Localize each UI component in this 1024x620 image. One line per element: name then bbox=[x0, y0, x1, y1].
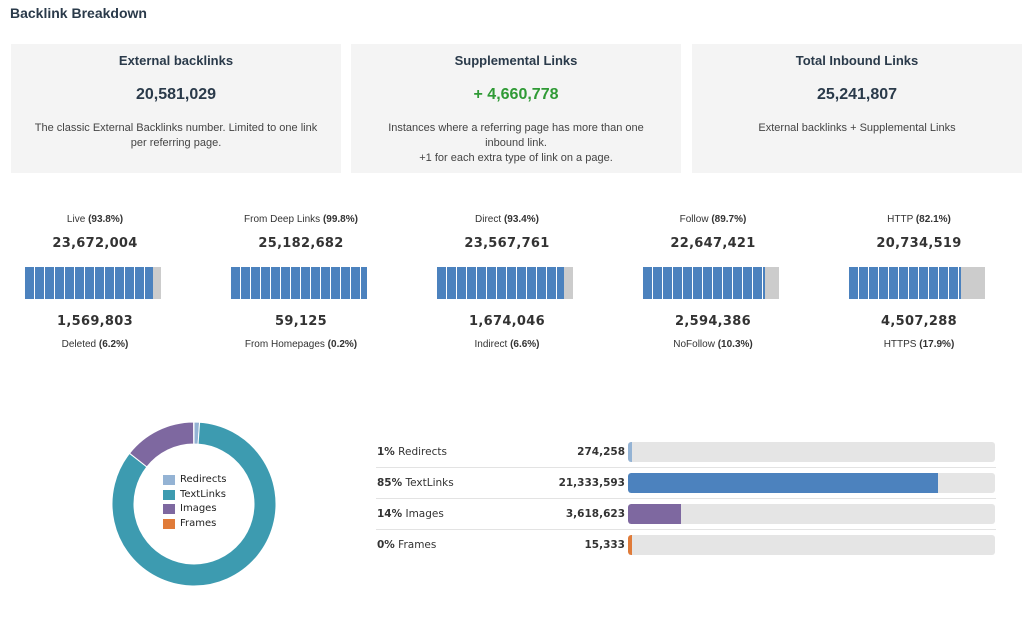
breakdown-value: 274,258 bbox=[577, 446, 625, 458]
donut-slice-images[interactable] bbox=[128, 422, 195, 468]
legend-swatch bbox=[163, 475, 175, 486]
metric-bottom-value: 1,569,803 bbox=[57, 314, 133, 329]
metric-progress-fill bbox=[849, 267, 961, 299]
legend-label: Images bbox=[180, 503, 217, 514]
breakdown-row-textlinks: 85% TextLinks 21,333,593 bbox=[376, 468, 996, 499]
breakdown-bar bbox=[628, 473, 995, 493]
card-value: 25,241,807 bbox=[816, 86, 898, 103]
card-description: Instances where a referring page has mor… bbox=[388, 122, 644, 164]
link-metrics: Live (93.8%) 23,672,004 1,569,803 Delete… bbox=[0, 208, 1024, 358]
card-description: External backlinks + Supplemental Links bbox=[758, 122, 956, 134]
metric-top-value: 23,567,761 bbox=[464, 236, 550, 251]
metric-top-label: HTTP (82.1%) bbox=[887, 214, 951, 225]
link-type-donut-chart bbox=[112, 422, 276, 586]
legend-label: Frames bbox=[180, 517, 217, 529]
metric-progress-bar bbox=[437, 267, 573, 299]
card-value: 20,581,029 bbox=[135, 86, 217, 103]
legend-swatch bbox=[163, 518, 175, 529]
breakdown-bar-fill bbox=[628, 442, 632, 462]
card-title: Supplemental Links bbox=[454, 53, 578, 68]
breakdown-label: 14% Images bbox=[377, 508, 444, 520]
metric-bottom-value: 59,125 bbox=[275, 314, 327, 329]
metric-follow-nofollow: Follow (89.7%) 22,647,421 2,594,386 NoFo… bbox=[613, 208, 813, 358]
card-value: + 4,660,778 bbox=[473, 86, 559, 103]
metric-progress-bar bbox=[643, 267, 779, 299]
metric-bottom-label: Indirect (6.6%) bbox=[474, 339, 540, 350]
metric-progress-fill bbox=[25, 267, 153, 299]
metric-top-value: 22,647,421 bbox=[670, 236, 756, 251]
metric-bottom-label: Deleted (6.2%) bbox=[61, 339, 129, 350]
legend-item-textlinks[interactable]: TextLinks bbox=[163, 488, 226, 503]
metric-top-value: 25,182,682 bbox=[258, 236, 344, 251]
metric-live-deleted: Live (93.8%) 23,672,004 1,569,803 Delete… bbox=[0, 208, 195, 358]
metric-progress-bar bbox=[849, 267, 985, 299]
legend-label: Redirects bbox=[180, 474, 227, 485]
card-external-backlinks: External backlinks 20,581,029 The classi… bbox=[11, 44, 341, 173]
breakdown-bar bbox=[628, 504, 995, 524]
link-type-breakdown: 1% Redirects 274,258 85% TextLinks 21,33… bbox=[376, 437, 996, 561]
page-title: Backlink Breakdown bbox=[10, 5, 147, 21]
metric-bottom-value: 4,507,288 bbox=[881, 314, 957, 329]
metric-direct-indirect: Direct (93.4%) 23,567,761 1,674,046 Indi… bbox=[407, 208, 607, 358]
breakdown-bar-fill bbox=[628, 504, 681, 524]
legend-swatch bbox=[163, 504, 175, 515]
card-supplemental-links: Supplemental Links + 4,660,778 Instances… bbox=[351, 44, 681, 173]
metric-progress-fill bbox=[643, 267, 765, 299]
legend-item-images[interactable]: Images bbox=[163, 502, 226, 517]
breakdown-bar bbox=[628, 442, 995, 462]
donut-slice-textlinks[interactable] bbox=[112, 422, 276, 586]
card-description: The classic External Backlinks number. L… bbox=[34, 122, 318, 149]
breakdown-row-redirects: 1% Redirects 274,258 bbox=[376, 437, 996, 468]
card-title: Total Inbound Links bbox=[795, 53, 919, 68]
metric-top-label: Live (93.8%) bbox=[66, 214, 124, 225]
metric-progress-fill bbox=[231, 267, 367, 299]
metric-bottom-value: 1,674,046 bbox=[469, 314, 545, 329]
breakdown-bar-fill bbox=[628, 473, 938, 493]
breakdown-row-images: 14% Images 3,618,623 bbox=[376, 499, 996, 530]
legend-swatch bbox=[163, 489, 175, 500]
breakdown-label: 0% Frames bbox=[377, 539, 437, 551]
legend-label: TextLinks bbox=[180, 488, 226, 500]
metric-top-value: 23,672,004 bbox=[52, 236, 138, 251]
breakdown-value: 15,333 bbox=[584, 539, 625, 551]
legend-item-frames[interactable]: Frames bbox=[163, 517, 226, 532]
metric-bottom-label: NoFollow (10.3%) bbox=[673, 339, 753, 350]
breakdown-label: 1% Redirects bbox=[377, 446, 447, 458]
metric-top-label: Direct (93.4%) bbox=[475, 214, 539, 225]
metric-bottom-label: From Homepages (0.2%) bbox=[244, 339, 358, 350]
metric-progress-bar bbox=[25, 267, 161, 299]
breakdown-bar bbox=[628, 535, 995, 555]
metric-bottom-value: 2,594,386 bbox=[675, 314, 751, 329]
legend-item-redirects[interactable]: Redirects bbox=[163, 473, 226, 488]
breakdown-row-frames: 0% Frames 15,333 bbox=[376, 530, 996, 561]
metric-deep-homepages: From Deep Links (99.8%) 25,182,682 59,12… bbox=[201, 208, 401, 358]
donut-legend: Redirects TextLinks Images Frames bbox=[163, 473, 226, 531]
metric-http-https: HTTP (82.1%) 20,734,519 4,507,288 HTTPS … bbox=[819, 208, 1019, 358]
breakdown-value: 21,333,593 bbox=[558, 477, 625, 489]
metric-bottom-label: HTTPS (17.9%) bbox=[883, 339, 955, 350]
metric-top-label: From Deep Links (99.8%) bbox=[244, 214, 358, 225]
card-title: External backlinks bbox=[118, 53, 234, 68]
breakdown-value: 3,618,623 bbox=[565, 508, 625, 520]
metric-progress-bar bbox=[231, 267, 367, 299]
metric-top-label: Follow (89.7%) bbox=[679, 214, 747, 225]
metric-progress-fill bbox=[437, 267, 564, 299]
card-total-inbound-links: Total Inbound Links 25,241,807 External … bbox=[692, 44, 1022, 173]
breakdown-label: 85% TextLinks bbox=[377, 477, 454, 489]
metric-top-value: 20,734,519 bbox=[876, 236, 962, 251]
breakdown-bar-fill bbox=[628, 535, 632, 555]
summary-cards: External backlinks 20,581,029 The classi… bbox=[11, 44, 1022, 174]
